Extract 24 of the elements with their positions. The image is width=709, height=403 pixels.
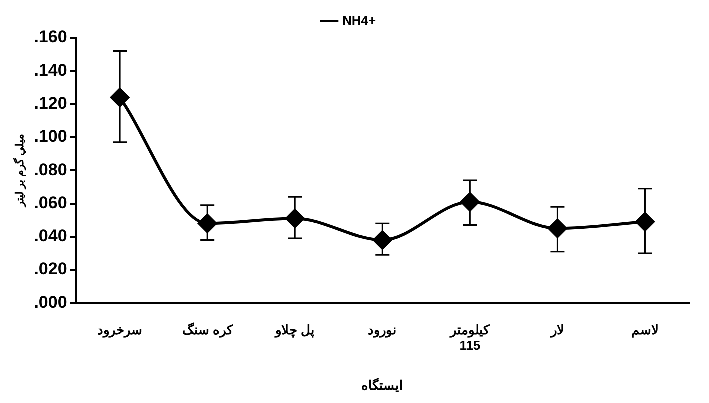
x-axis-title: ایستگاه: [362, 376, 404, 393]
y-tick-label: .080: [34, 160, 68, 180]
y-tick-label: .140: [34, 60, 68, 80]
point: [373, 230, 392, 250]
point: [110, 88, 130, 108]
point: [460, 192, 480, 212]
x-tick-label: پل چلاو: [274, 322, 315, 339]
x-tick-label: لاسم: [632, 322, 659, 339]
x-tick-label: کره سنگ: [182, 322, 234, 339]
point: [286, 209, 305, 228]
y-tick-label: .160: [34, 28, 68, 47]
y-tick-label: .000: [34, 292, 68, 312]
x-tick-label: سرخرود: [98, 322, 143, 339]
point: [548, 219, 568, 238]
y-tick-label: .100: [34, 127, 68, 146]
y-axis-title: ميلي گرم بر ليتر: [12, 134, 28, 208]
y-tick-label: .020: [34, 260, 68, 279]
legend-label: NH4+: [342, 13, 376, 28]
x-tick-label: لار: [550, 322, 564, 339]
x-tick-label: نورود: [368, 322, 398, 339]
y-tick-label: .120: [34, 94, 68, 113]
y-tick-label: .040: [34, 226, 68, 246]
point: [198, 214, 218, 234]
y-tick-label: .060: [34, 193, 68, 212]
